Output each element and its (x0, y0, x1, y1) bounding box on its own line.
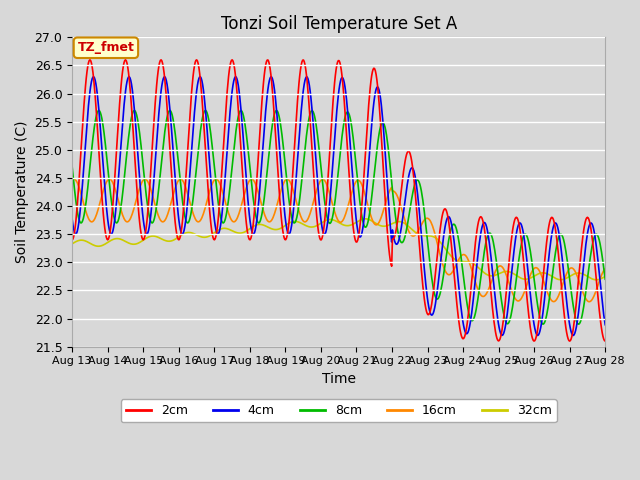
2cm (216, 199, 223, 205)
8cm (575, 321, 582, 327)
4cm (420, 257, 428, 263)
32cm (420, 233, 428, 239)
8cm (602, 276, 609, 282)
8cm (188, 207, 195, 213)
4cm (188, 148, 195, 154)
16cm (78, 194, 86, 200)
16cm (216, 180, 223, 186)
16cm (212, 176, 220, 182)
4cm (570, 333, 577, 338)
32cm (602, 274, 609, 279)
2cm (420, 290, 428, 296)
32cm (68, 241, 76, 247)
16cm (187, 203, 195, 208)
2cm (188, 90, 195, 96)
4cm (602, 322, 609, 327)
16cm (68, 177, 76, 183)
2cm (602, 338, 609, 344)
16cm (585, 299, 593, 304)
8cm (216, 210, 223, 216)
8cm (404, 218, 412, 224)
4cm (68, 216, 76, 222)
X-axis label: Time: Time (322, 372, 356, 386)
32cm (593, 277, 600, 283)
32cm (404, 223, 412, 229)
Line: 2cm: 2cm (72, 60, 605, 341)
8cm (95, 108, 102, 113)
Legend: 2cm, 4cm, 8cm, 16cm, 32cm: 2cm, 4cm, 8cm, 16cm, 32cm (121, 399, 557, 422)
Title: Tonzi Soil Temperature Set A: Tonzi Soil Temperature Set A (221, 15, 457, 33)
2cm (134, 193, 141, 199)
4cm (216, 227, 223, 233)
32cm (215, 227, 223, 233)
16cm (133, 195, 141, 201)
2cm (68, 237, 76, 243)
32cm (133, 241, 141, 247)
Line: 16cm: 16cm (72, 179, 605, 301)
16cm (420, 218, 428, 224)
2cm (404, 148, 412, 154)
Y-axis label: Soil Temperature (C): Soil Temperature (C) (15, 121, 29, 263)
4cm (78, 190, 86, 196)
32cm (78, 237, 86, 243)
8cm (78, 219, 86, 225)
4cm (404, 177, 412, 183)
Line: 32cm: 32cm (72, 219, 605, 280)
4cm (134, 145, 141, 151)
Line: 4cm: 4cm (72, 77, 605, 336)
Line: 8cm: 8cm (72, 110, 605, 324)
2cm (86, 57, 94, 63)
Text: TZ_fmet: TZ_fmet (77, 41, 134, 54)
32cm (361, 216, 369, 222)
32cm (187, 230, 195, 236)
16cm (404, 227, 412, 232)
4cm (90, 74, 97, 80)
2cm (78, 135, 86, 141)
8cm (134, 116, 141, 121)
8cm (68, 164, 76, 169)
8cm (420, 203, 428, 208)
16cm (602, 266, 609, 272)
